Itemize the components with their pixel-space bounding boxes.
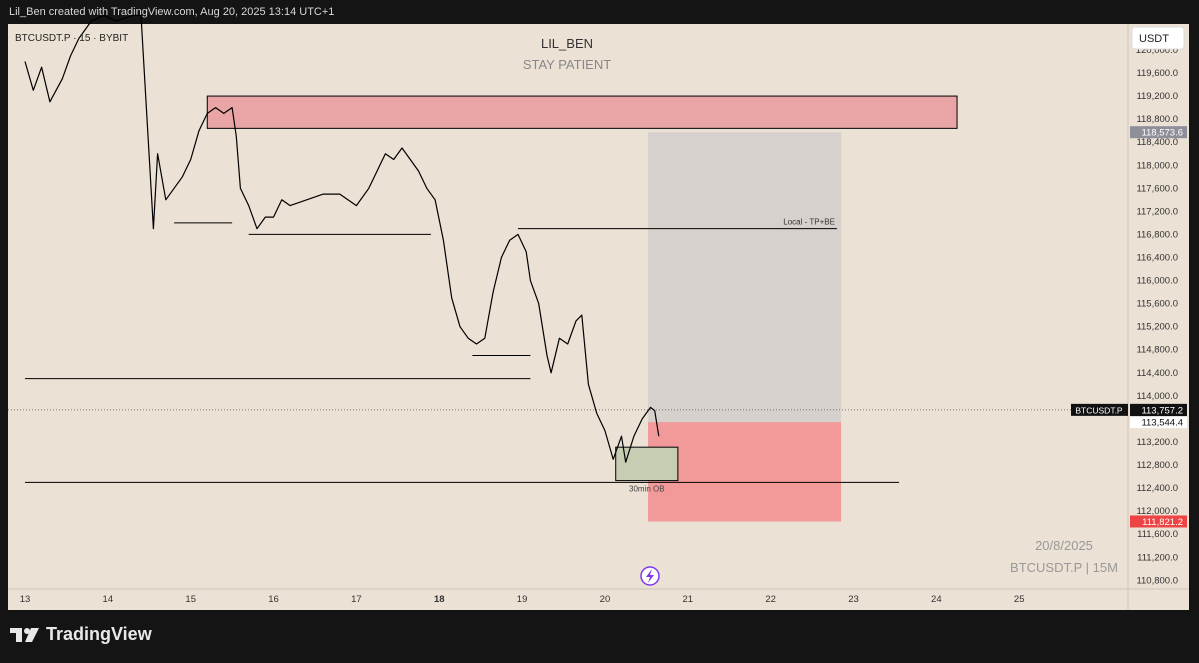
price-label: 111,821.2 (1142, 517, 1183, 528)
y-tick-label: 117,600.0 (1136, 183, 1178, 194)
y-tick-label: 112,800.0 (1136, 460, 1178, 471)
created-with-text: Lil_Ben created with TradingView.com, Au… (9, 6, 335, 18)
y-tick-label: 119,600.0 (1136, 68, 1178, 79)
order-block-label: 30min OB (629, 485, 665, 494)
x-tick-label: 23 (848, 594, 859, 605)
y-tick-label: 118,800.0 (1136, 114, 1178, 125)
stop-zone (648, 422, 842, 522)
y-tick-label: 114,800.0 (1136, 345, 1178, 356)
y-tick-label: 110,800.0 (1136, 575, 1178, 586)
header-bar: Lil_Ben created with TradingView.com, Au… (0, 0, 1199, 24)
y-tick-label: 118,400.0 (1136, 137, 1178, 148)
x-tick-label: 18 (434, 594, 445, 605)
x-tick-label: 13 (20, 594, 31, 605)
y-tick-label: 116,800.0 (1136, 229, 1178, 240)
symbol-info: BTCUSDT.P · 15 · BYBIT (15, 33, 128, 44)
price-label: 113,544.4 (1141, 418, 1183, 429)
y-tick-label: 111,200.0 (1137, 552, 1178, 563)
y-tick-label: 115,600.0 (1136, 299, 1178, 310)
symbol-tag: BTCUSDT.P (1075, 405, 1123, 415)
y-tick-label: 112,000.0 (1136, 506, 1178, 517)
y-tick-label: 112,400.0 (1136, 483, 1178, 494)
x-tick-label: 14 (103, 594, 114, 605)
supply-zone (206, 95, 958, 129)
price-label-bg (1130, 126, 1187, 139)
tradingview-logo[interactable]: TradingView (10, 624, 152, 645)
currency-button-label: USDT (1139, 33, 1169, 45)
x-tick-label: 21 (683, 594, 694, 605)
y-tick-label: 120,000.0 (1136, 45, 1178, 56)
x-tick-label: 25 (1014, 594, 1025, 605)
y-tick-label: 118,000.0 (1136, 160, 1178, 171)
x-tick-label: 15 (185, 594, 196, 605)
y-tick-label: 116,400.0 (1136, 252, 1178, 263)
price-label: 113,757.2 (1141, 405, 1183, 416)
y-tick-label: 119,200.0 (1136, 91, 1178, 102)
flash-icon[interactable] (640, 566, 660, 586)
y-tick-label: 111,600.0 (1137, 529, 1178, 540)
order-block (615, 446, 679, 482)
watermark-date: 20/8/2025 (1035, 538, 1093, 553)
tradingview-logo-icon (10, 627, 39, 642)
symbol-tag-bg (1071, 403, 1128, 416)
x-tick-label: 16 (268, 594, 279, 605)
price-label-bg (1130, 515, 1187, 528)
currency-button[interactable]: USDT (1131, 26, 1185, 50)
level-label: Local - TP+BE (783, 218, 835, 227)
target-zone (648, 132, 842, 423)
watermark-symbol: BTCUSDT.P | 15M (1010, 560, 1118, 575)
overlay-title: LIL_BEN (541, 36, 593, 51)
overlay-subtitle: STAY PATIENT (523, 57, 611, 72)
y-tick-label: 116,000.0 (1136, 276, 1178, 287)
y-tick-label: 114,400.0 (1136, 368, 1178, 379)
price-series (24, 14, 660, 463)
price-label-bg (1130, 416, 1187, 429)
x-tick-label: 19 (517, 594, 528, 605)
x-tick-label: 22 (765, 594, 776, 605)
y-tick-label: 115,200.0 (1136, 322, 1178, 333)
y-tick-label: 117,200.0 (1136, 206, 1178, 217)
y-tick-label: 113,200.0 (1136, 437, 1178, 448)
x-tick-label: 20 (600, 594, 611, 605)
tradingview-logo-text: TradingView (46, 624, 152, 644)
price-label: 118,573.6 (1141, 128, 1183, 139)
x-tick-label: 17 (351, 594, 362, 605)
y-tick-label: 114,000.0 (1136, 391, 1178, 402)
x-tick-label: 24 (931, 594, 942, 605)
